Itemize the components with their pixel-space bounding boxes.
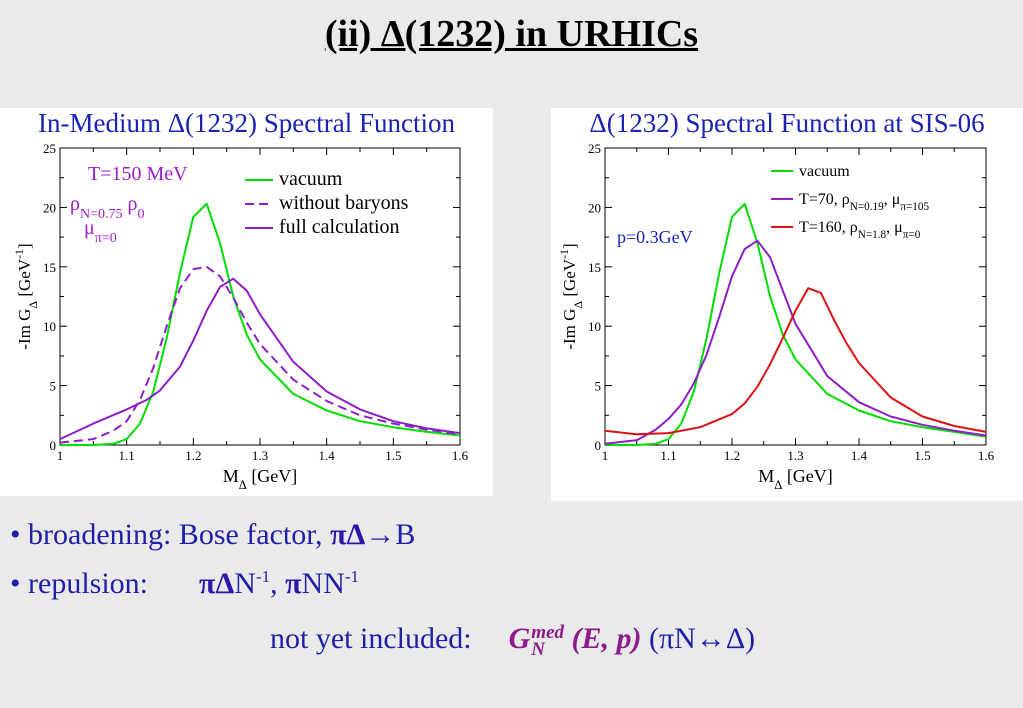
- legend-label: vacuum: [279, 168, 343, 190]
- bullet-text: repulsion:: [28, 567, 149, 600]
- superscript-med: med: [531, 622, 565, 644]
- bullet-term: NN: [301, 567, 345, 600]
- x-tick-label: 1.5: [914, 448, 930, 463]
- param-momentum: p=0.3GeV: [617, 227, 693, 247]
- param-pion-chem: μπ=0: [84, 217, 117, 246]
- y-tick-label: 20: [43, 200, 56, 215]
- y-tick-label: 10: [588, 319, 601, 334]
- x-tick-label: 1.3: [252, 448, 268, 463]
- bullet-symbol: πΔ: [199, 567, 235, 600]
- chart-panel-sis06: Δ(1232) Spectral Function at SIS-06 1 1.1…: [551, 108, 1023, 501]
- bullet-symbol: πΔ: [330, 518, 366, 551]
- x-tick-label: 1: [57, 448, 64, 463]
- y-axis-label: -Im GΔ [GeV-1]: [557, 243, 585, 349]
- y-tick-label: 0: [595, 438, 602, 453]
- chart-sis06: 1 1.1 1.2 1.3 1.4 1.5 1.6 0 5 10 15 20 25 MΔ [GeV] -Im…: [557, 141, 995, 492]
- bullet-exponent: -1: [344, 567, 360, 586]
- legend-label: T=70, ρN=0.19, μπ=105: [799, 191, 929, 213]
- legend-label: full calculation: [279, 216, 400, 238]
- series-line-0: [60, 202, 461, 446]
- bullet-text: broadening: Bose factor,: [28, 518, 323, 551]
- y-tick-label: 5: [50, 379, 57, 394]
- chart-in-medium: 1 1.1 1.2 1.3 1.4 1.5 1.6 0 5 10 15 20 25 MΔ [GeV] -Im…: [12, 141, 469, 492]
- slide-title: (ii) Δ(1232) in URHICs: [324, 13, 699, 55]
- bullet-dot: •: [10, 518, 21, 551]
- x-tick-label: 1.6: [978, 448, 995, 463]
- param-temperature: T=150 MeV: [88, 163, 188, 185]
- y-tick-label: 0: [50, 438, 57, 453]
- legend-label: without baryons: [279, 192, 409, 214]
- bullet-separator: ,: [270, 567, 278, 600]
- x-axis-label: MΔ [GeV]: [223, 466, 298, 492]
- function-arguments: (E, p): [571, 622, 642, 655]
- bullet-exponent: -1: [255, 567, 271, 586]
- y-tick-label: 5: [595, 379, 602, 394]
- x-tick-label: 1: [602, 448, 609, 463]
- x-tick-label: 1.2: [185, 448, 201, 463]
- x-tick-label: 1.2: [724, 448, 740, 463]
- note-process: (πN↔Δ): [649, 622, 756, 655]
- y-tick-label: 25: [588, 141, 601, 156]
- x-tick-label: 1.4: [319, 448, 336, 463]
- chart-title: Δ(1232) Spectral Function at SIS-06: [589, 108, 985, 138]
- series-line-2: [59, 277, 461, 441]
- y-tick-label: 20: [588, 200, 601, 215]
- x-tick-label: 1.5: [385, 448, 401, 463]
- series-line-2: [604, 287, 987, 436]
- series-line-1: [604, 239, 987, 445]
- y-tick-label: 25: [43, 141, 56, 156]
- legend-label: vacuum: [799, 163, 850, 180]
- x-tick-label: 1.3: [787, 448, 803, 463]
- param-density: ρN=0.75 ρ0: [70, 193, 144, 222]
- x-tick-label: 1.1: [119, 448, 135, 463]
- series-line-0: [605, 202, 987, 446]
- x-axis-label: MΔ [GeV]: [758, 466, 833, 492]
- plot-frame: [604, 147, 987, 446]
- x-tick-label: 1.1: [660, 448, 676, 463]
- chart-panel-in-medium: In-Medium Δ(1232) Spectral Function 1 1.1…: [0, 108, 493, 496]
- subscript-n: N: [531, 639, 546, 661]
- bullet-repulsion: • repulsion: πΔN-1, πNN-1: [10, 567, 359, 601]
- y-axis-label: -Im GΔ [GeV-1]: [12, 243, 40, 349]
- bullet-dot: •: [10, 567, 21, 600]
- y-tick-label: 15: [43, 260, 56, 275]
- series-line-1: [59, 265, 461, 444]
- y-tick-label: 15: [588, 260, 601, 275]
- bullet-tail: →B: [365, 518, 416, 551]
- bullet-broadening: • broadening: Bose factor, πΔ→B: [10, 518, 415, 552]
- x-tick-label: 1.4: [851, 448, 868, 463]
- note-label: not yet included:: [270, 622, 472, 655]
- y-tick-label: 10: [43, 319, 56, 334]
- x-tick-label: 1.6: [452, 448, 469, 463]
- bullet-term: N: [234, 567, 256, 600]
- chart-title: In-Medium Δ(1232) Spectral Function: [37, 108, 456, 138]
- legend-label: T=160, ρN=1.8, μπ=0: [799, 219, 921, 241]
- bullet-symbol: π: [285, 567, 302, 600]
